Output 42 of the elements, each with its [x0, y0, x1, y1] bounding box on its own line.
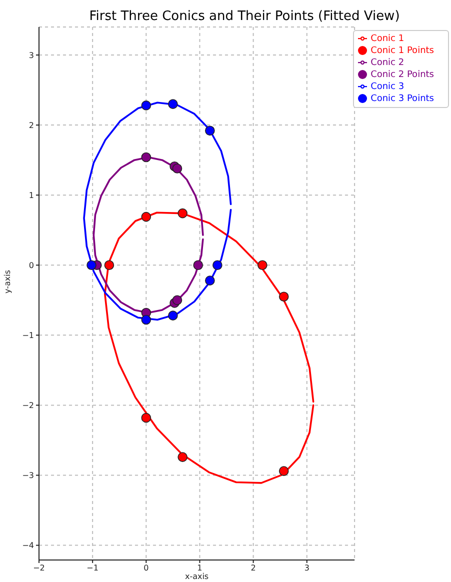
point	[278, 292, 289, 302]
point	[204, 276, 215, 286]
point	[86, 260, 96, 270]
y-tick-label: 0	[28, 260, 34, 270]
x-tick-label: 3	[304, 564, 310, 573]
point	[193, 260, 204, 270]
point	[141, 100, 152, 110]
legend-label: Conic 1 Points	[370, 46, 434, 56]
y-axis-title: y-axis	[2, 270, 12, 294]
point	[168, 99, 178, 109]
legend-label: Conic 1	[370, 34, 404, 44]
legend-label: Conic 2	[370, 58, 404, 68]
point	[278, 466, 289, 476]
point	[104, 260, 114, 270]
legend-label: Conic 3	[370, 82, 404, 92]
point	[141, 412, 152, 423]
y-tick-label: 1	[28, 190, 34, 200]
x-axis-title: x-axis	[184, 572, 209, 581]
y-tick-label: 2	[28, 120, 34, 130]
point	[141, 152, 152, 162]
point	[141, 314, 152, 325]
point	[168, 310, 178, 320]
point	[178, 208, 188, 218]
y-tick-label: 3	[28, 50, 34, 60]
y-tick-label: −2	[22, 401, 34, 410]
point	[141, 212, 152, 222]
x-tick-label: 1	[197, 564, 202, 573]
legend-label: Conic 3 Points	[370, 94, 434, 104]
point	[212, 260, 222, 270]
y-tick-label: −1	[22, 331, 34, 340]
point	[258, 260, 268, 270]
legend-label: Conic 2 Points	[370, 70, 434, 80]
x-tick-label: 0	[144, 564, 149, 573]
y-tick-label: −4	[22, 541, 34, 550]
x-tick-label: −1	[86, 564, 98, 573]
chart-title: First Three Conics and Their Points (Fitted View)	[88, 9, 401, 24]
x-tick-label: 2	[250, 564, 256, 573]
point	[178, 452, 188, 462]
point	[204, 126, 215, 136]
y-tick-label: −3	[22, 471, 34, 480]
point	[172, 164, 182, 174]
point	[172, 295, 182, 306]
